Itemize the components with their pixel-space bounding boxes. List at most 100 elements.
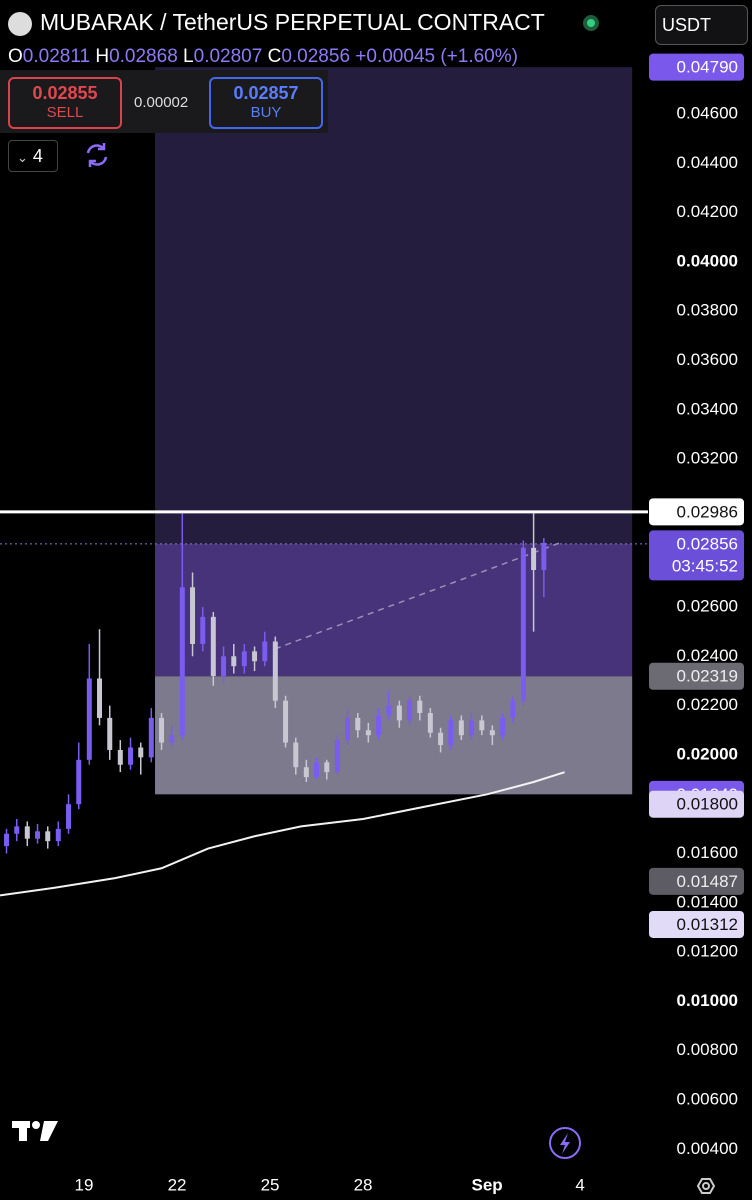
- candle-body: [128, 747, 134, 765]
- price-badge-label: 0.01312: [677, 915, 738, 934]
- y-tick-label: 0.00400: [677, 1139, 738, 1158]
- candle-body: [355, 717, 361, 731]
- candle-body: [541, 542, 547, 571]
- candle-body: [14, 826, 20, 834]
- candle-body: [200, 616, 206, 644]
- candle-body: [117, 749, 123, 765]
- sell-price: 0.02855: [32, 83, 98, 103]
- candle-body: [4, 833, 10, 847]
- candle-body: [293, 742, 299, 768]
- candle-body: [345, 717, 351, 741]
- price-badge-label: 0.02319: [677, 667, 738, 686]
- y-tick-label: 0.03800: [677, 301, 738, 320]
- y-tick-label: 0.03400: [677, 399, 738, 418]
- candle-body: [190, 587, 196, 644]
- position-zone: [155, 67, 633, 544]
- currency-button[interactable]: USDT: [655, 5, 748, 45]
- candle-body: [407, 700, 413, 721]
- candle-body: [159, 717, 165, 743]
- price-badge: [649, 662, 744, 690]
- price-badge-label: 0.04790: [677, 58, 738, 77]
- candle-body: [531, 547, 537, 571]
- price-badge: [649, 867, 744, 895]
- x-tick-label: 4: [575, 1175, 584, 1194]
- y-tick-label: 0.00800: [677, 1040, 738, 1059]
- candle-body: [334, 740, 340, 773]
- y-tick-label: 0.01000: [677, 991, 738, 1010]
- price-badge-label: 0.02856: [677, 534, 738, 553]
- candle-body: [510, 700, 516, 718]
- y-tick-label: 0.01200: [677, 942, 738, 961]
- candle-body: [148, 717, 154, 758]
- candle-body: [314, 762, 320, 778]
- spread: 0.00002: [134, 94, 189, 111]
- price-badge-label: 0.01800: [677, 795, 738, 814]
- candle-body: [24, 826, 30, 839]
- candle-body: [303, 767, 309, 778]
- buy-label: BUY: [250, 104, 282, 121]
- x-tick-label: 25: [261, 1175, 280, 1194]
- x-tick-label: 19: [75, 1175, 94, 1194]
- candle-body: [86, 678, 92, 760]
- candle-body: [283, 700, 289, 743]
- interval-button[interactable]: ⌄ 4: [8, 140, 58, 172]
- ohlc-key: H: [95, 46, 110, 67]
- position-zone: [155, 676, 633, 795]
- coin-icon: [8, 12, 32, 36]
- candle-body: [35, 831, 41, 839]
- position-zone: [155, 543, 633, 677]
- candle-body: [66, 804, 72, 829]
- candle-body: [210, 616, 216, 677]
- ohlc-value: 0.02856: [281, 46, 351, 67]
- ohlc-value: 0.02868: [109, 46, 178, 67]
- candle-body: [427, 712, 433, 733]
- candle-body: [469, 720, 475, 736]
- trend-line: [274, 542, 561, 650]
- candle-body: [489, 730, 495, 736]
- candle-body: [386, 705, 392, 716]
- candle-body: [76, 759, 82, 805]
- candle-body: [417, 700, 423, 713]
- y-tick-label: 0.03200: [677, 449, 738, 468]
- candle-body: [107, 717, 113, 750]
- ohlc-key: C: [267, 46, 282, 67]
- sell-label: SELL: [46, 104, 84, 121]
- symbol-title: MUBARAK / TetherUS PERPETUAL CONTRACT: [40, 9, 545, 35]
- price-badge-label: 0.02986: [677, 502, 738, 521]
- ohlc-change: +0.00045 (+1.60%): [355, 46, 518, 67]
- candle-body: [45, 831, 51, 842]
- y-tick-label: 0.02000: [677, 744, 738, 763]
- ohlc-key: L: [183, 46, 194, 67]
- y-tick-label: 0.04000: [677, 251, 738, 270]
- ohlc-value: 0.02807: [193, 46, 263, 67]
- candle-body: [438, 732, 444, 746]
- y-tick-label: 0.04600: [677, 104, 738, 123]
- x-tick-label: Sep: [471, 1175, 502, 1194]
- ohlc-line: O0.02811 H0.02868 L0.02807 C0.02856 +0.0…: [8, 46, 518, 68]
- candle-body: [324, 762, 330, 773]
- candle-body: [479, 720, 485, 731]
- candle-body: [396, 705, 402, 721]
- buy-price: 0.02857: [233, 83, 299, 103]
- status-dot: [583, 15, 599, 31]
- y-tick-label: 0.04200: [677, 202, 738, 221]
- price-badge: [649, 530, 744, 581]
- candle-body: [458, 720, 464, 736]
- ohlc-value: 0.02811: [22, 46, 91, 67]
- buy-button[interactable]: 0.02857 BUY: [209, 77, 323, 129]
- y-tick-label: 0.01600: [677, 843, 738, 862]
- y-tick-label: 0.02600: [677, 596, 738, 615]
- trade-panel: [0, 70, 328, 133]
- candle-body: [241, 651, 247, 667]
- price-badge-label: 0.01487: [677, 872, 738, 891]
- candle-body: [365, 730, 371, 736]
- candle-body: [262, 641, 268, 662]
- y-tick-label: 0.02400: [677, 646, 738, 665]
- candle-body: [252, 651, 258, 662]
- price-badge: [649, 498, 744, 526]
- x-tick-label: 22: [168, 1175, 187, 1194]
- price-badge: [649, 790, 744, 818]
- candle-body: [55, 828, 61, 842]
- sell-button[interactable]: 0.02855 SELL: [8, 77, 122, 129]
- y-tick-label: 0.02200: [677, 695, 738, 714]
